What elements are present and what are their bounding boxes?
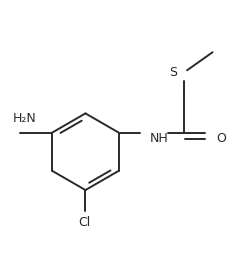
Text: Cl: Cl <box>78 216 90 229</box>
Text: H₂N: H₂N <box>12 112 36 125</box>
Text: NH: NH <box>150 132 169 145</box>
Text: O: O <box>216 132 226 145</box>
Text: S: S <box>169 66 177 79</box>
